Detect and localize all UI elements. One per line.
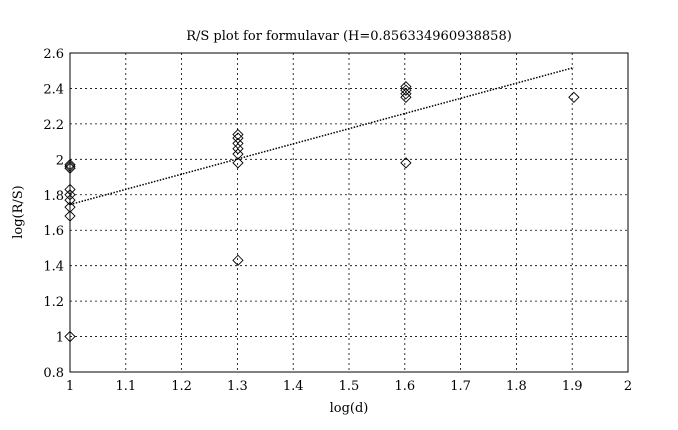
x-tick-label: 1.7 — [450, 379, 471, 394]
x-tick-label: 1.3 — [227, 379, 248, 394]
y-tick-label: 1.6 — [43, 224, 64, 239]
x-tick-label: 1.4 — [283, 379, 304, 394]
data-point — [64, 194, 76, 206]
x-tick-label: 1 — [66, 379, 74, 394]
data-point — [232, 157, 244, 169]
y-tick-label: 2.4 — [43, 82, 64, 97]
y-tick-label: 2.2 — [43, 118, 64, 133]
data-point — [232, 143, 244, 155]
chart-title: R/S plot for formulavar (H=0.85633496093… — [186, 29, 512, 44]
x-tick-label: 1.8 — [506, 379, 527, 394]
x-tick-label: 1.5 — [339, 379, 360, 394]
x-tick-label: 2 — [624, 379, 632, 394]
data-point — [64, 201, 76, 213]
y-tick-label: 2 — [56, 153, 64, 168]
data-point — [64, 162, 76, 174]
y-tick-label: 0.8 — [43, 366, 64, 381]
y-tick-label: 2.6 — [43, 47, 64, 62]
data-point — [64, 160, 76, 173]
x-tick-label: 1.6 — [394, 379, 415, 394]
data-point — [400, 88, 412, 100]
x-tick-label: 1.1 — [115, 379, 136, 394]
x-axis-label: log(d) — [330, 401, 369, 416]
data-point — [64, 189, 76, 201]
data-point — [232, 128, 244, 141]
y-tick-label: 1.2 — [43, 295, 64, 310]
y-tick-label: 1 — [56, 331, 64, 346]
data-point — [64, 330, 76, 343]
y-tick-label: 1.4 — [43, 260, 64, 275]
data-point — [64, 210, 76, 222]
data-point — [400, 91, 412, 103]
data-point — [232, 254, 244, 266]
data-point — [400, 84, 412, 96]
data-point — [400, 81, 412, 93]
y-tick-label: 1.8 — [43, 189, 64, 204]
x-tick-label: 1.2 — [171, 379, 192, 394]
data-point — [232, 148, 244, 160]
data-point — [568, 91, 580, 103]
y-axis-label: log(R/S) — [11, 185, 26, 239]
fit-line — [69, 66, 575, 206]
data-point — [400, 157, 412, 169]
x-tick-label: 1.9 — [562, 379, 583, 394]
data-point — [64, 159, 76, 171]
